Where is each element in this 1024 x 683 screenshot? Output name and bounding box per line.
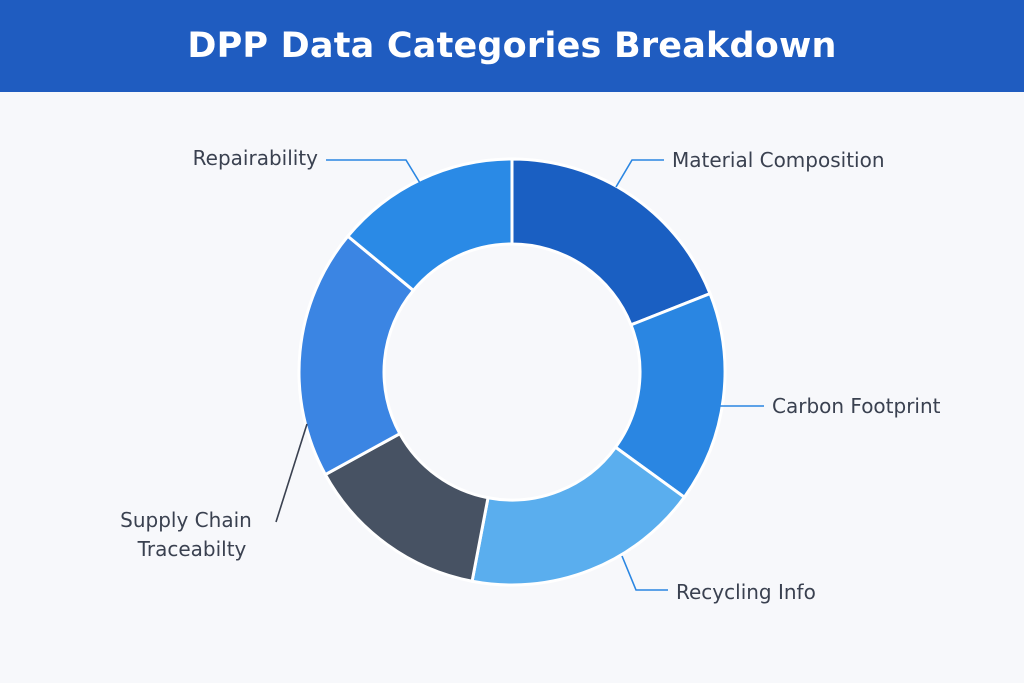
title-bar: DPP Data Categories Breakdown xyxy=(0,0,1024,92)
slice-label-5: Repairability xyxy=(193,146,318,170)
leader-line-0 xyxy=(615,159,664,188)
slice-label-1: Carbon Footprint xyxy=(772,394,941,418)
slice-label-0: Material Composition xyxy=(672,148,885,172)
donut-slice-0 xyxy=(510,157,712,327)
donut-chart: Material Composition Carbon Footprint Recy… xyxy=(120,146,941,604)
donut-slice-5 xyxy=(345,157,514,293)
leader-line-2 xyxy=(621,555,668,591)
chart-area: Material Composition Carbon Footprint Recy… xyxy=(0,92,1024,683)
slice-label-3: Supply Chain Traceabilty xyxy=(120,508,252,561)
leader-line-5 xyxy=(326,159,421,184)
slice-label-2: Recycling Info xyxy=(676,580,816,604)
chart-title: DPP Data Categories Breakdown xyxy=(187,26,837,66)
leader-line-3 xyxy=(275,423,308,523)
